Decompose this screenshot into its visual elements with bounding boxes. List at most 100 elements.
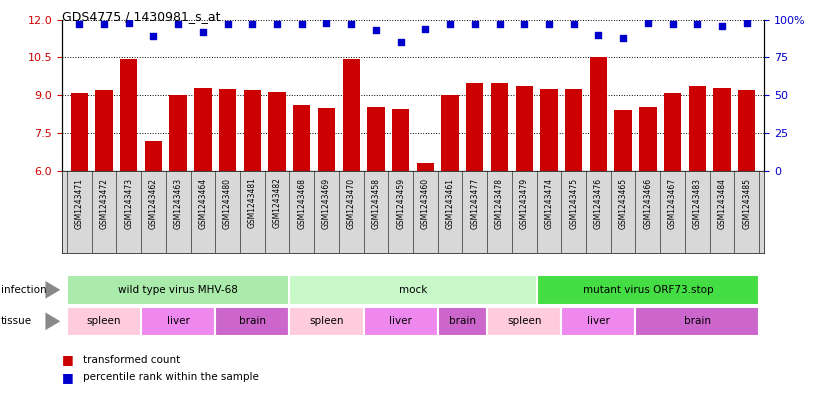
Bar xyxy=(289,275,537,305)
Bar xyxy=(714,88,731,171)
Text: spleen: spleen xyxy=(87,316,121,326)
Bar xyxy=(515,86,533,171)
Point xyxy=(221,21,235,28)
Bar xyxy=(565,89,582,171)
Text: wild type virus MHV-68: wild type virus MHV-68 xyxy=(118,285,238,295)
Bar xyxy=(438,307,487,336)
Bar xyxy=(635,307,759,336)
Text: GSM1243470: GSM1243470 xyxy=(347,178,356,229)
Bar xyxy=(194,88,211,171)
Text: ■: ■ xyxy=(62,353,74,366)
Text: GSM1243484: GSM1243484 xyxy=(718,178,727,229)
Bar xyxy=(738,90,756,171)
Point xyxy=(666,21,679,28)
Polygon shape xyxy=(45,312,60,330)
Text: GSM1243462: GSM1243462 xyxy=(149,178,158,229)
Bar xyxy=(590,57,607,171)
Text: infection: infection xyxy=(1,285,46,295)
Text: GSM1243459: GSM1243459 xyxy=(396,178,405,229)
Point xyxy=(97,21,111,28)
Bar xyxy=(639,107,657,171)
Text: brain: brain xyxy=(239,316,266,326)
Point xyxy=(172,21,185,28)
Bar xyxy=(562,307,635,336)
Text: liver: liver xyxy=(587,316,610,326)
Text: GSM1243465: GSM1243465 xyxy=(619,178,628,229)
Text: GSM1243473: GSM1243473 xyxy=(124,178,133,229)
Text: GSM1243464: GSM1243464 xyxy=(198,178,207,229)
Text: GSM1243477: GSM1243477 xyxy=(470,178,479,229)
Text: GSM1243472: GSM1243472 xyxy=(99,178,108,229)
Text: liver: liver xyxy=(389,316,412,326)
Text: GSM1243466: GSM1243466 xyxy=(643,178,653,229)
Text: GSM1243485: GSM1243485 xyxy=(743,178,751,229)
Text: mock: mock xyxy=(399,285,427,295)
Bar xyxy=(120,59,137,171)
Point xyxy=(641,20,654,26)
Bar xyxy=(95,90,112,171)
Point xyxy=(468,21,482,28)
Bar xyxy=(615,110,632,171)
Point xyxy=(122,20,135,26)
Bar xyxy=(392,109,410,171)
Bar xyxy=(689,86,706,171)
Bar xyxy=(368,107,385,171)
Text: percentile rank within the sample: percentile rank within the sample xyxy=(83,372,259,382)
Text: ■: ■ xyxy=(62,371,74,384)
Point xyxy=(270,21,283,28)
Bar xyxy=(540,89,558,171)
Point xyxy=(394,39,407,46)
Point xyxy=(691,21,704,28)
Point xyxy=(245,21,259,28)
Bar xyxy=(244,90,261,171)
Text: transformed count: transformed count xyxy=(83,354,180,365)
Text: spleen: spleen xyxy=(309,316,344,326)
Bar xyxy=(491,83,508,171)
Text: GSM1243478: GSM1243478 xyxy=(495,178,504,229)
Point xyxy=(197,29,210,35)
Bar xyxy=(145,141,162,171)
Point xyxy=(444,21,457,28)
Point xyxy=(419,26,432,32)
Polygon shape xyxy=(45,281,60,299)
Bar xyxy=(293,105,311,171)
Point xyxy=(567,21,581,28)
Point xyxy=(493,21,506,28)
Bar xyxy=(537,275,759,305)
Point xyxy=(543,21,556,28)
Bar xyxy=(664,93,681,171)
Bar xyxy=(487,307,562,336)
Text: GSM1243476: GSM1243476 xyxy=(594,178,603,229)
Bar xyxy=(343,59,360,171)
Text: GSM1243481: GSM1243481 xyxy=(248,178,257,228)
Point xyxy=(73,21,86,28)
Bar xyxy=(141,307,216,336)
Text: GSM1243480: GSM1243480 xyxy=(223,178,232,229)
Point xyxy=(147,33,160,39)
Bar xyxy=(318,108,335,171)
Bar xyxy=(216,307,289,336)
Text: GSM1243474: GSM1243474 xyxy=(544,178,553,229)
Bar xyxy=(416,163,434,171)
Point xyxy=(740,20,753,26)
Point xyxy=(715,22,729,29)
Point xyxy=(369,27,382,33)
Point xyxy=(518,21,531,28)
Point xyxy=(344,21,358,28)
Bar xyxy=(363,307,438,336)
Text: GSM1243475: GSM1243475 xyxy=(569,178,578,229)
Text: tissue: tissue xyxy=(1,316,32,326)
Text: GSM1243482: GSM1243482 xyxy=(273,178,282,228)
Text: brain: brain xyxy=(684,316,711,326)
Text: spleen: spleen xyxy=(507,316,542,326)
Bar xyxy=(466,83,483,171)
Point xyxy=(295,21,308,28)
Bar xyxy=(169,95,187,171)
Point xyxy=(616,35,629,41)
Text: GSM1243479: GSM1243479 xyxy=(520,178,529,229)
Text: GDS4775 / 1430981_s_at: GDS4775 / 1430981_s_at xyxy=(62,10,221,23)
Text: GSM1243467: GSM1243467 xyxy=(668,178,677,229)
Text: GSM1243471: GSM1243471 xyxy=(75,178,83,229)
Bar xyxy=(67,307,141,336)
Text: liver: liver xyxy=(167,316,190,326)
